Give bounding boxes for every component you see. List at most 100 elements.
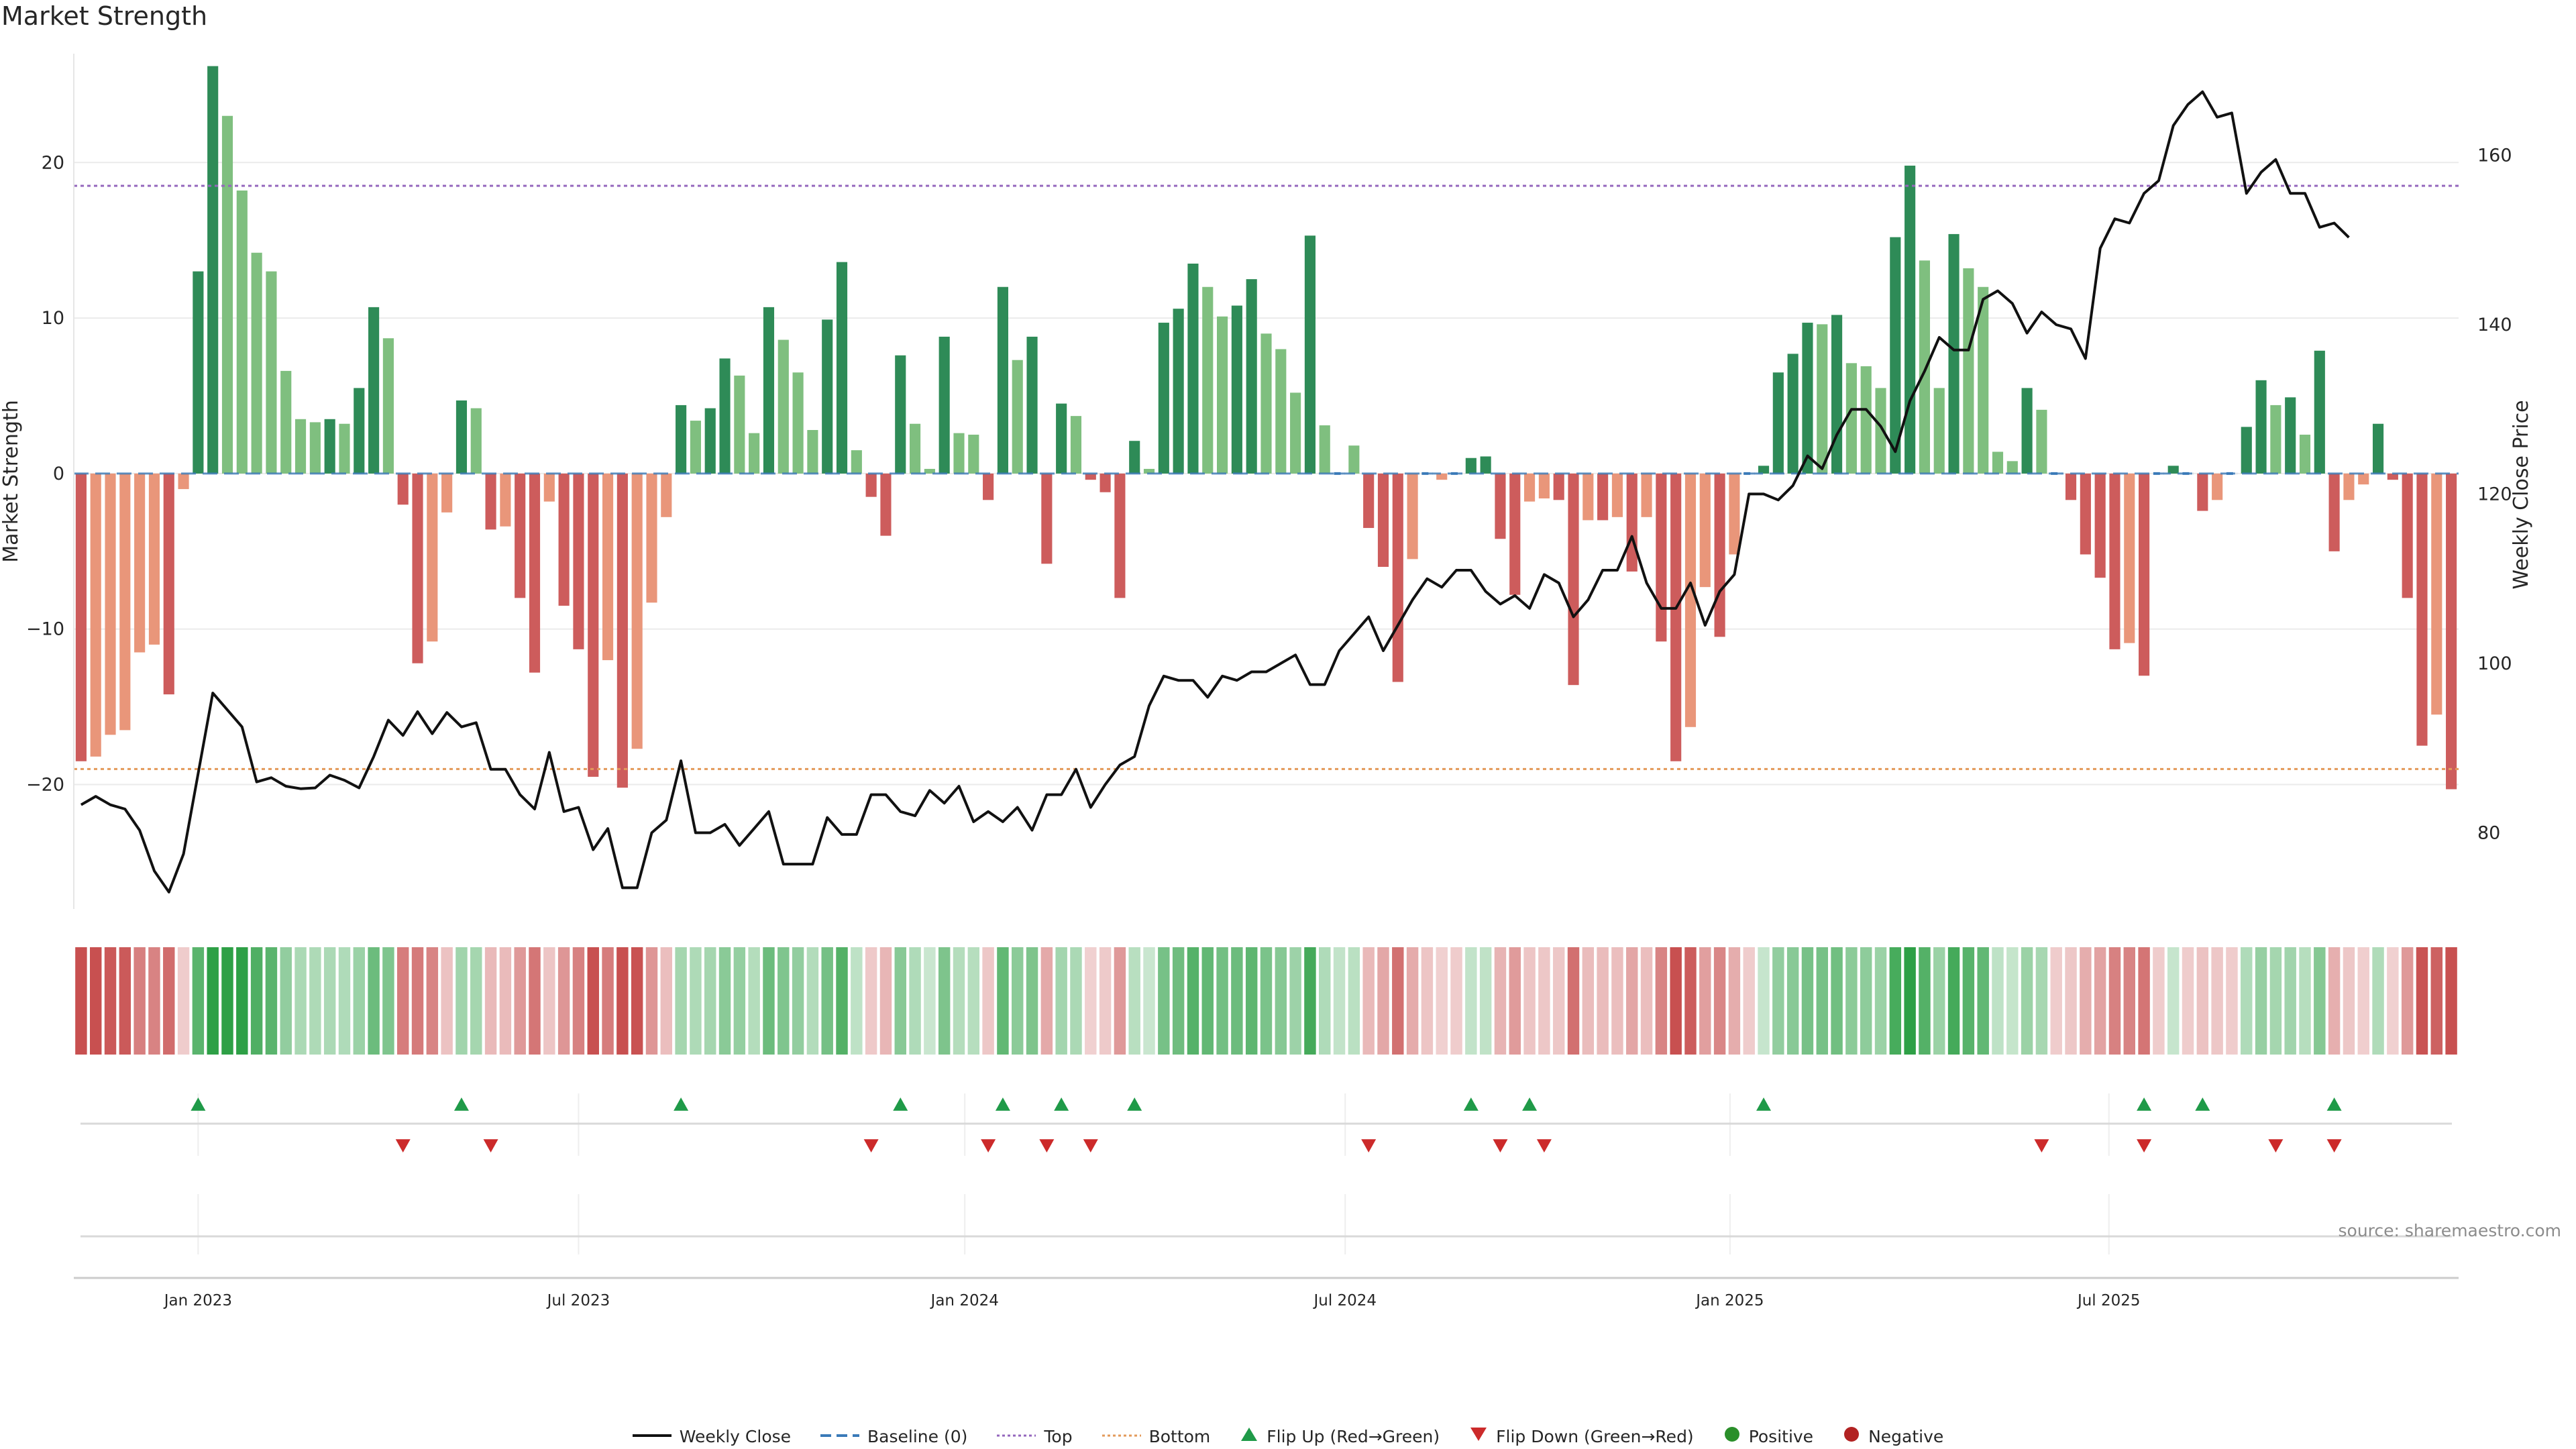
strength-bar bbox=[1056, 403, 1067, 474]
heat-cell bbox=[2006, 947, 2019, 1055]
strength-bar bbox=[2124, 473, 2135, 643]
heat-cell bbox=[75, 947, 87, 1055]
heat-cell bbox=[602, 947, 614, 1055]
heat-cell bbox=[704, 947, 716, 1055]
heat-cell bbox=[1831, 947, 1843, 1055]
strength-bar bbox=[1026, 336, 1038, 474]
heat-cell bbox=[2094, 947, 2106, 1055]
legend-item: Top bbox=[997, 1426, 1073, 1447]
strength-bar bbox=[1348, 445, 1360, 474]
strength-bar bbox=[1699, 473, 1711, 588]
heat-cell bbox=[133, 947, 146, 1055]
strength-bar bbox=[294, 419, 307, 474]
heat-cell bbox=[1992, 947, 2004, 1055]
heat-cell bbox=[1465, 947, 1477, 1055]
strength-bar bbox=[1202, 286, 1214, 474]
y-tick-label: −20 bbox=[26, 775, 64, 796]
x-tick-label: Jan 2023 bbox=[163, 1292, 232, 1309]
heat-cell bbox=[2314, 947, 2326, 1055]
heat-cell bbox=[2343, 947, 2355, 1055]
strength-bar bbox=[251, 252, 262, 474]
strength-bar bbox=[178, 473, 189, 490]
heat-cell bbox=[1158, 947, 1170, 1055]
heat-cell bbox=[543, 947, 555, 1055]
strength-bar bbox=[1845, 363, 1857, 474]
heat-cell bbox=[192, 947, 205, 1055]
strength-bar bbox=[1772, 372, 1784, 474]
flip-down-marker bbox=[2268, 1139, 2284, 1152]
strength-bar bbox=[1787, 354, 1799, 474]
flip-down-marker bbox=[1361, 1139, 1377, 1152]
strength-bar bbox=[500, 473, 511, 527]
heat-cell bbox=[2241, 947, 2253, 1055]
heat-cell bbox=[1494, 947, 1507, 1055]
strength-bar bbox=[221, 115, 233, 474]
legend-item: Negative bbox=[1843, 1426, 1943, 1447]
heat-cell bbox=[382, 947, 394, 1055]
strength-bar bbox=[1085, 473, 1096, 480]
flip-down-marker bbox=[395, 1139, 411, 1152]
heat-cell bbox=[616, 947, 629, 1055]
legend-item: Weekly Close bbox=[632, 1426, 791, 1447]
heat-cell bbox=[236, 947, 248, 1055]
legend-label: Negative bbox=[1868, 1426, 1944, 1446]
heat-cell bbox=[1070, 947, 1082, 1055]
heat-cell bbox=[104, 947, 117, 1055]
flip-down-marker bbox=[1083, 1139, 1098, 1152]
line-dashed-blue-icon bbox=[820, 1427, 860, 1446]
strength-bar bbox=[822, 319, 833, 474]
strength-bar bbox=[1802, 323, 1813, 474]
heat-cell bbox=[455, 947, 468, 1055]
strength-bar bbox=[529, 473, 541, 673]
heat-cell bbox=[2138, 947, 2150, 1055]
heat-cell bbox=[1845, 947, 1858, 1055]
strength-bar bbox=[515, 473, 526, 598]
heat-cell bbox=[411, 947, 424, 1055]
strength-bar bbox=[2006, 461, 2018, 474]
heat-cell bbox=[2182, 947, 2194, 1055]
heat-cell bbox=[792, 947, 804, 1055]
heat-cell bbox=[1362, 947, 1375, 1055]
y-axis-label: Market Strength bbox=[0, 400, 23, 562]
strength-bar bbox=[880, 473, 892, 536]
strength-bar bbox=[836, 262, 848, 474]
heat-cell bbox=[1187, 947, 1199, 1055]
heat-cell bbox=[2167, 947, 2180, 1055]
heat-cell bbox=[177, 947, 190, 1055]
strength-bar bbox=[2299, 434, 2311, 474]
flip-down-marker bbox=[2137, 1139, 2152, 1152]
heat-cell bbox=[587, 947, 599, 1055]
strength-bar bbox=[1524, 473, 1536, 502]
heat-cell bbox=[2401, 947, 2414, 1055]
strength-bar bbox=[397, 473, 409, 505]
heat-cell bbox=[2021, 947, 2033, 1055]
heat-cell bbox=[763, 947, 775, 1055]
strength-bar bbox=[75, 473, 87, 761]
heat-cell bbox=[894, 947, 906, 1055]
flip-down-marker bbox=[1493, 1139, 1508, 1152]
flip-down-marker bbox=[981, 1139, 996, 1152]
heat-cell bbox=[1567, 947, 1580, 1055]
flip-up-marker bbox=[2195, 1097, 2210, 1111]
strength-bar bbox=[558, 473, 570, 606]
strength-bar bbox=[1509, 473, 1521, 595]
strength-bar bbox=[354, 388, 365, 474]
chart-legend: Weekly Close Baseline (0) Top Bottom Flip Up… bbox=[0, 1426, 2576, 1447]
circle-red-icon bbox=[1843, 1426, 1860, 1447]
heat-cell bbox=[1143, 947, 1155, 1055]
heat-cell bbox=[1523, 947, 1536, 1055]
heat-cell bbox=[2080, 947, 2092, 1055]
heat-cell bbox=[1904, 947, 1916, 1055]
flip-up-marker bbox=[453, 1097, 469, 1111]
strength-bar bbox=[1568, 473, 1579, 686]
heat-cell bbox=[1289, 947, 1301, 1055]
heat-cell bbox=[1933, 947, 1945, 1055]
heat-cell bbox=[323, 947, 336, 1055]
heat-cell bbox=[2269, 947, 2282, 1055]
heat-cell bbox=[1201, 947, 1214, 1055]
heat-cell bbox=[2255, 947, 2267, 1055]
strength-bar bbox=[134, 473, 146, 653]
heat-cell bbox=[2196, 947, 2209, 1055]
heat-cell bbox=[1421, 947, 1434, 1055]
